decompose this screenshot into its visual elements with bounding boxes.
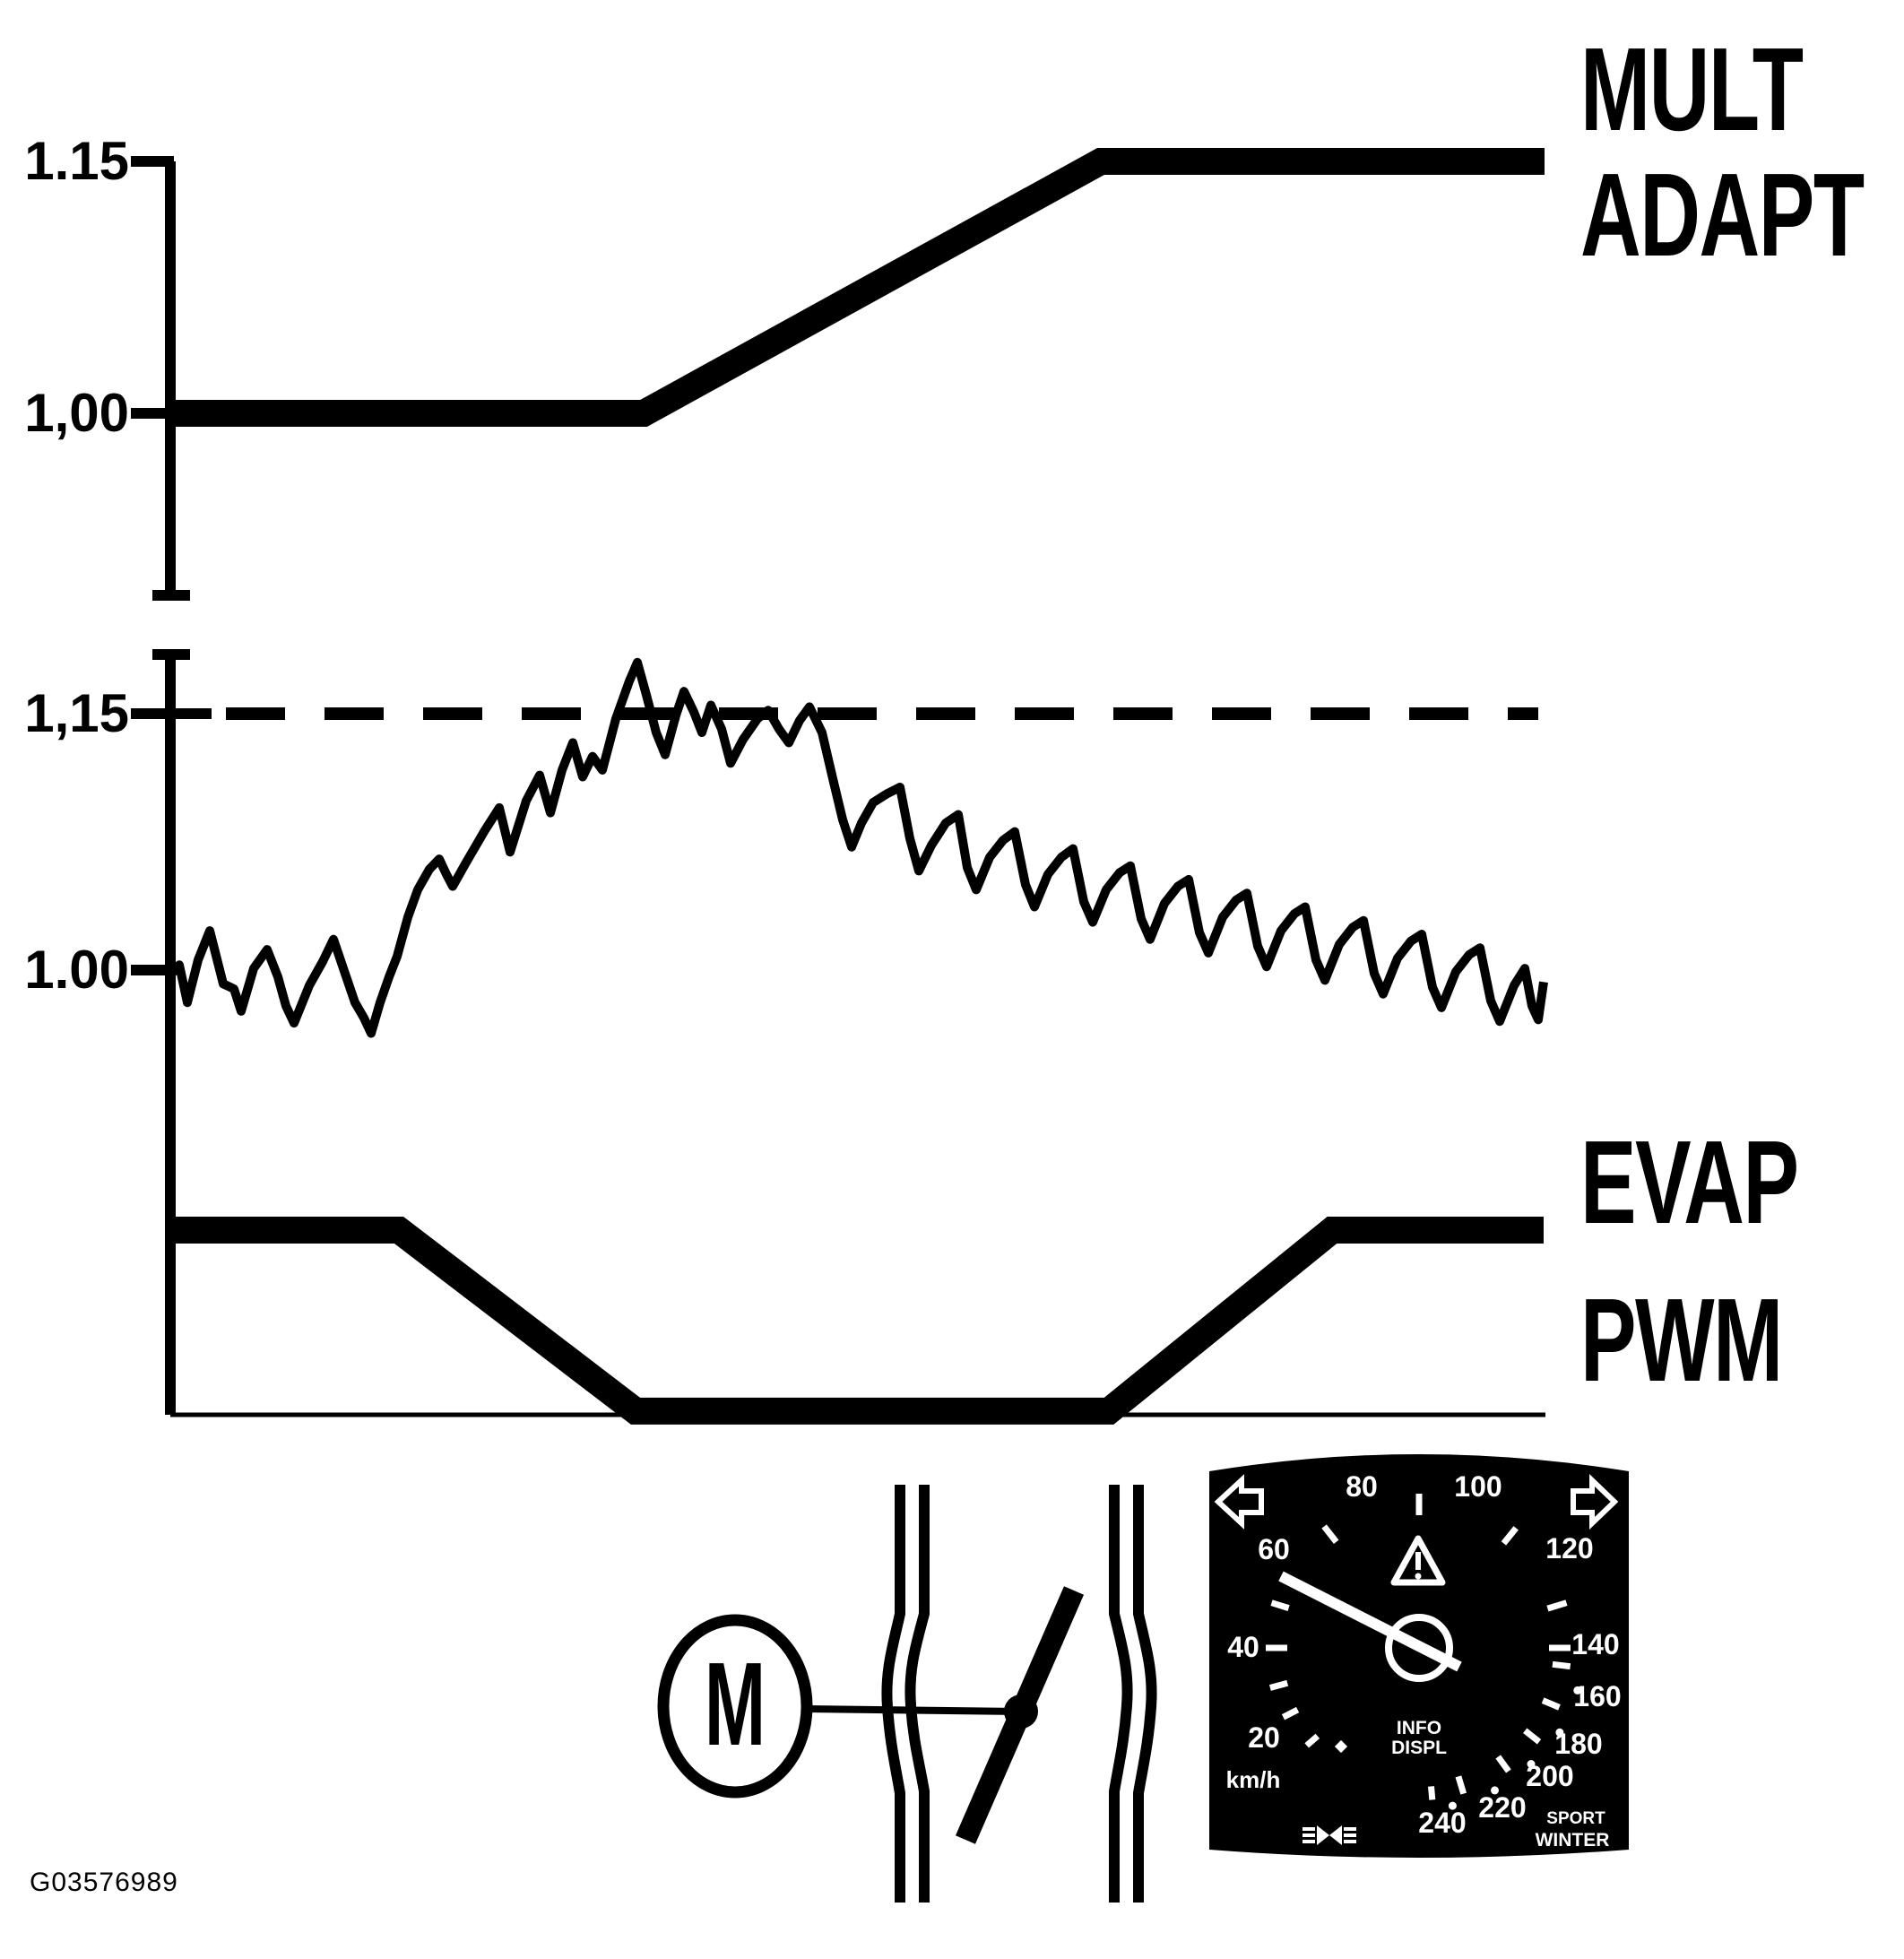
dial-tick xyxy=(1546,1599,1568,1612)
dial-tick xyxy=(1321,1524,1339,1544)
dial-label-20: 20 xyxy=(1248,1721,1280,1754)
warning-triangle-icon xyxy=(1390,1535,1446,1586)
dial-dot xyxy=(1448,1801,1457,1810)
dial-label-80: 80 xyxy=(1346,1470,1378,1503)
speedometer-needle xyxy=(1278,1571,1462,1672)
dial-sport-label: SPORT xyxy=(1546,1809,1605,1828)
mid-chart-ytick-label-1p00: 1.00 xyxy=(24,940,129,1000)
intake-wall-right-outer xyxy=(1133,1485,1157,1903)
throttle-body-icon xyxy=(657,1485,1157,1903)
top-chart-ytick-label-1p15: 1.15 xyxy=(24,131,129,191)
dial-dot xyxy=(1555,1728,1564,1737)
throttle-pivot-dot xyxy=(1004,1695,1038,1729)
dial-dot xyxy=(1527,1760,1536,1768)
mult-adapt-curve xyxy=(170,148,1545,427)
dial-dot xyxy=(1573,1686,1582,1695)
intake-wall-right-inner xyxy=(1109,1485,1133,1903)
dial-info-label: INFO xyxy=(1397,1718,1441,1738)
dial-tick xyxy=(1281,1706,1300,1721)
dial-tick xyxy=(1495,1755,1511,1773)
warning-exclamation-dot xyxy=(1415,1573,1422,1580)
intake-wall-left-outer xyxy=(881,1485,905,1903)
dial-tick xyxy=(1523,1728,1542,1745)
mult-adapt-label: MULT ADAPT xyxy=(1580,23,1865,281)
dial-tick xyxy=(1501,1526,1519,1546)
turn-signal-right-icon xyxy=(1571,1473,1619,1530)
mixture-adaptation-curve xyxy=(167,657,1548,1038)
figure-id: G03576989 xyxy=(30,1868,178,1897)
evap-pwm-curve xyxy=(172,1217,1544,1425)
cluster-panel xyxy=(1209,1454,1629,1858)
dial-label-100: 100 xyxy=(1454,1470,1502,1503)
dial-label-60: 60 xyxy=(1258,1533,1290,1565)
dial-tick xyxy=(1541,1697,1561,1711)
evap-pwm-label-line2: PWM xyxy=(1580,1274,1783,1406)
turn-signal-left-icon xyxy=(1214,1474,1264,1530)
evap-pwm-label-line1: EVAP xyxy=(1580,1116,1799,1248)
dial-label-120: 120 xyxy=(1545,1532,1593,1565)
dial-tick xyxy=(1455,1775,1467,1795)
dial-displ-label: DISPL xyxy=(1391,1738,1447,1758)
dial-label-160: 160 xyxy=(1573,1680,1621,1712)
dial-winter-label: WINTER xyxy=(1536,1830,1610,1851)
dial-label-220: 220 xyxy=(1478,1791,1526,1824)
needle-hub-icon xyxy=(1385,1614,1453,1682)
top-chart-ytick-label-1p00: 1,00 xyxy=(24,383,129,443)
dial-tick xyxy=(1268,1679,1289,1691)
intake-wall-left-inner xyxy=(904,1485,930,1903)
mult-adapt-label-line2: ADAPT xyxy=(1580,149,1865,281)
dial-tick xyxy=(1270,1599,1290,1611)
mid-chart-axes xyxy=(131,649,1545,1417)
dial-diamond-marker xyxy=(1334,1739,1348,1754)
top-chart-axes xyxy=(131,156,190,601)
dial-label-40: 40 xyxy=(1227,1631,1259,1663)
dial-tick xyxy=(1552,1660,1571,1670)
evap-pwm-label: EVAP PWM xyxy=(1580,1104,1799,1419)
headlight-symbol-icon xyxy=(1303,1825,1356,1845)
dial-tick xyxy=(1304,1733,1320,1748)
dial-dot xyxy=(1491,1786,1499,1795)
mult-adapt-label-line1: MULT xyxy=(1580,23,1804,155)
dial-unit-label: km/h xyxy=(1226,1766,1281,1793)
mid-chart-ytick-label-1p15: 1,15 xyxy=(24,683,129,743)
dial-label-240: 240 xyxy=(1418,1807,1466,1839)
dial-label-140: 140 xyxy=(1571,1628,1619,1660)
motor-letter: M xyxy=(704,1638,766,1770)
